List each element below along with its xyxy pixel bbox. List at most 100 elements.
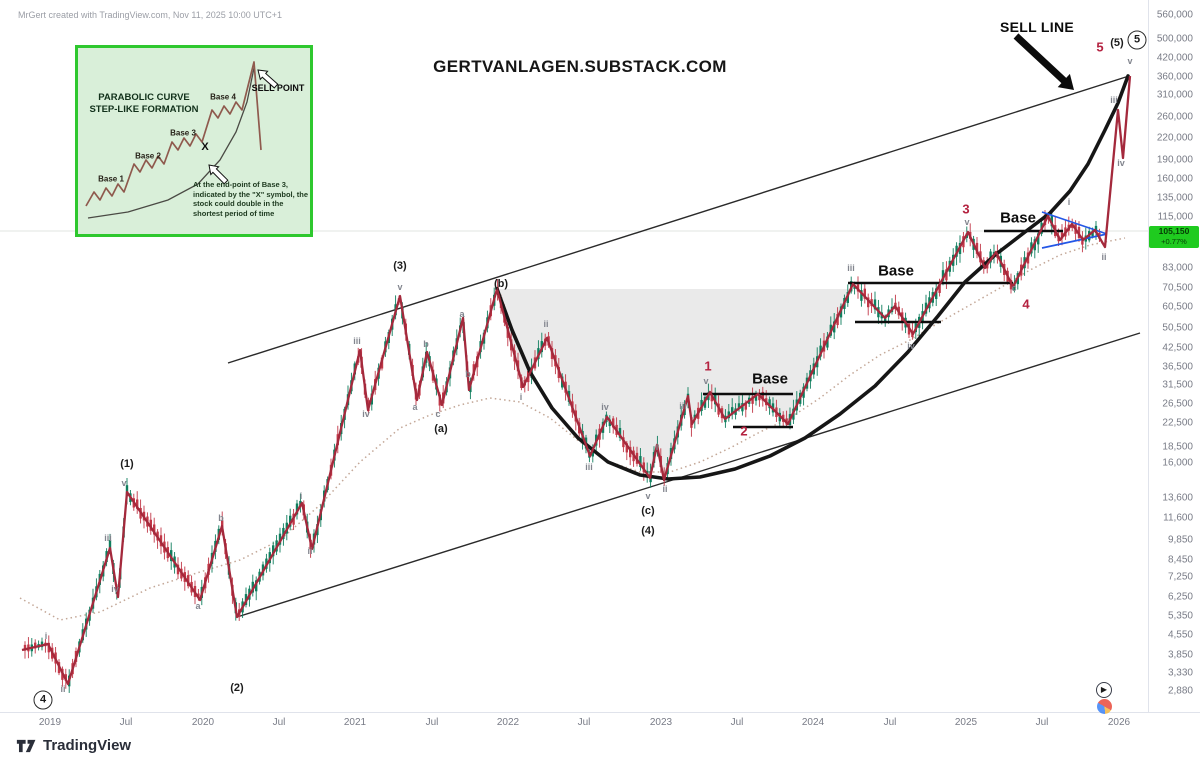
wave-label: (5) bbox=[1110, 37, 1124, 49]
triangle-line[interactable] bbox=[1041, 233, 1108, 249]
price-axis[interactable]: 560,000 500,000 420,000 360,000 310,000 260,0… bbox=[1148, 0, 1200, 712]
wave-label: (2) bbox=[230, 682, 244, 694]
inset-title: PARABOLIC CURVE STEP-LIKE FORMATION bbox=[84, 92, 204, 115]
wave-label: iii bbox=[1110, 95, 1118, 105]
price-axis-label: 4,550 bbox=[1167, 629, 1193, 641]
wave-label: (b) bbox=[493, 278, 509, 290]
price-axis-label: 260,000 bbox=[1156, 111, 1193, 123]
lower-channel[interactable] bbox=[236, 332, 1141, 618]
price-axis-label: 115,000 bbox=[1157, 211, 1193, 223]
last-price-value: 105,150 bbox=[1158, 226, 1190, 236]
parabolic-support-curve[interactable] bbox=[495, 74, 1130, 481]
wave-label: iii bbox=[353, 336, 361, 346]
wave-label: iv bbox=[111, 584, 119, 594]
wave-label: b bbox=[218, 513, 224, 523]
price-axis-label: 83,000 bbox=[1162, 262, 1193, 274]
price-axis-label: 31,500 bbox=[1162, 379, 1193, 391]
time-axis-label: Jul bbox=[119, 717, 133, 728]
base-annotation-label: Base bbox=[752, 370, 788, 388]
price-axis-label: 190,000 bbox=[1156, 154, 1193, 166]
price-axis-label: 9,850 bbox=[1167, 534, 1193, 546]
inset-base1-label: Base 1 bbox=[98, 174, 124, 184]
time-axis-label: 2021 bbox=[343, 717, 367, 728]
gray-base-area bbox=[497, 289, 853, 480]
tradingview-logo[interactable]: TradingView bbox=[16, 737, 131, 754]
wave-label: v bbox=[703, 376, 709, 386]
price-axis-label: 360,000 bbox=[1156, 71, 1193, 83]
inset-zigzag-steps bbox=[85, 61, 262, 207]
wave-label: 2 bbox=[740, 423, 748, 439]
time-axis-label: 2019 bbox=[38, 717, 62, 728]
wave-label: ii bbox=[1101, 252, 1107, 262]
parabolic-curve-inset-panel: PARABOLIC CURVE STEP-LIKE FORMATION Base… bbox=[75, 45, 313, 237]
wave-label: iv bbox=[362, 409, 370, 419]
wave-label: (1) bbox=[120, 458, 134, 470]
inset-parabola-curve bbox=[87, 67, 255, 219]
inset-base4-label: Base 4 bbox=[210, 92, 236, 102]
price-axis-label: 26,500 bbox=[1162, 398, 1193, 410]
price-axis-label: 16,000 bbox=[1162, 457, 1193, 469]
time-axis-label: Jul bbox=[883, 717, 897, 728]
price-axis-label: 50,500 bbox=[1162, 322, 1193, 334]
sphere-badge-icon[interactable] bbox=[1097, 699, 1112, 714]
time-axis-label: 2026 bbox=[1107, 717, 1131, 728]
base-annotation-label: Base bbox=[878, 262, 914, 280]
price-chart-canvas[interactable] bbox=[0, 0, 1200, 712]
wave-label: iii bbox=[104, 533, 112, 543]
time-axis-label: 2024 bbox=[801, 717, 825, 728]
wave-label: ii bbox=[662, 484, 668, 494]
wave-label: ii bbox=[543, 319, 549, 329]
price-axis-label: 220,000 bbox=[1156, 132, 1193, 144]
elliott-wave-path[interactable] bbox=[21, 75, 1132, 686]
price-axis-label: 22,500 bbox=[1162, 417, 1193, 429]
inset-base3-label: Base 3 bbox=[170, 128, 196, 138]
price-axis-label: 420,000 bbox=[1156, 52, 1193, 64]
dotted-ma-curve bbox=[19, 237, 1126, 621]
wave-label: v bbox=[964, 217, 970, 227]
wave-label: iii bbox=[585, 462, 593, 472]
wave-label: ii bbox=[60, 684, 66, 694]
time-axis-label: 2023 bbox=[649, 717, 673, 728]
price-axis-label: 11,600 bbox=[1163, 512, 1193, 524]
price-axis-label: 3,330 bbox=[1167, 667, 1193, 679]
wave-label: iv bbox=[907, 341, 915, 351]
wave-label: (c) bbox=[641, 505, 655, 517]
time-axis[interactable]: 2019 Jul 2020 Jul 2021 Jul 2022 Jul 2023 Jul 2024 J… bbox=[0, 712, 1200, 739]
wave-label: v bbox=[397, 282, 403, 292]
scroll-to-recent-button[interactable]: ▶ bbox=[1096, 682, 1112, 698]
wave-label: c bbox=[1011, 283, 1017, 293]
price-axis-label: 2,880 bbox=[1167, 685, 1193, 697]
inset-note-arrow bbox=[208, 164, 229, 185]
price-axis-label: 160,000 bbox=[1156, 173, 1193, 185]
wave-label: iv bbox=[1117, 158, 1125, 168]
price-axis-label: 13,600 bbox=[1162, 492, 1193, 504]
inset-title-line2: STEP-LIKE FORMATION bbox=[89, 103, 199, 115]
inset-note-text: At the end-point of Base 3, indicated by… bbox=[193, 180, 309, 218]
wave-label: 4 bbox=[1022, 296, 1030, 312]
price-axis-label: 7,250 bbox=[1167, 571, 1193, 583]
wave-label: 4 bbox=[33, 690, 53, 710]
wave-label: i bbox=[299, 491, 303, 501]
page-title: GERTVANLAGEN.SUBSTACK.COM bbox=[433, 57, 727, 76]
inset-title-line1: PARABOLIC CURVE bbox=[98, 92, 190, 103]
price-axis-label: 60,500 bbox=[1162, 301, 1193, 313]
wave-label: i bbox=[655, 442, 659, 452]
sell-line[interactable] bbox=[227, 75, 1130, 364]
wave-label: iii bbox=[847, 263, 855, 273]
wave-label: 5 bbox=[1096, 39, 1104, 55]
wave-label: i bbox=[519, 392, 523, 402]
wave-label: b bbox=[423, 339, 429, 349]
tradingview-logo-text: TradingView bbox=[43, 737, 132, 754]
time-axis-label: Jul bbox=[1035, 717, 1049, 728]
time-axis-label: 2025 bbox=[954, 717, 978, 728]
price-axis-label: 18,500 bbox=[1162, 441, 1193, 453]
last-price-change: +0.77% bbox=[1161, 237, 1187, 246]
wave-label: c bbox=[435, 409, 441, 419]
wave-label: b bbox=[465, 369, 471, 379]
price-axis-label: 36,500 bbox=[1162, 361, 1193, 373]
time-axis-label: Jul bbox=[577, 717, 591, 728]
wave-label: 1 bbox=[704, 358, 712, 374]
price-axis-label: 5,350 bbox=[1167, 610, 1193, 622]
price-axis-label: 8,450 bbox=[1167, 554, 1193, 566]
